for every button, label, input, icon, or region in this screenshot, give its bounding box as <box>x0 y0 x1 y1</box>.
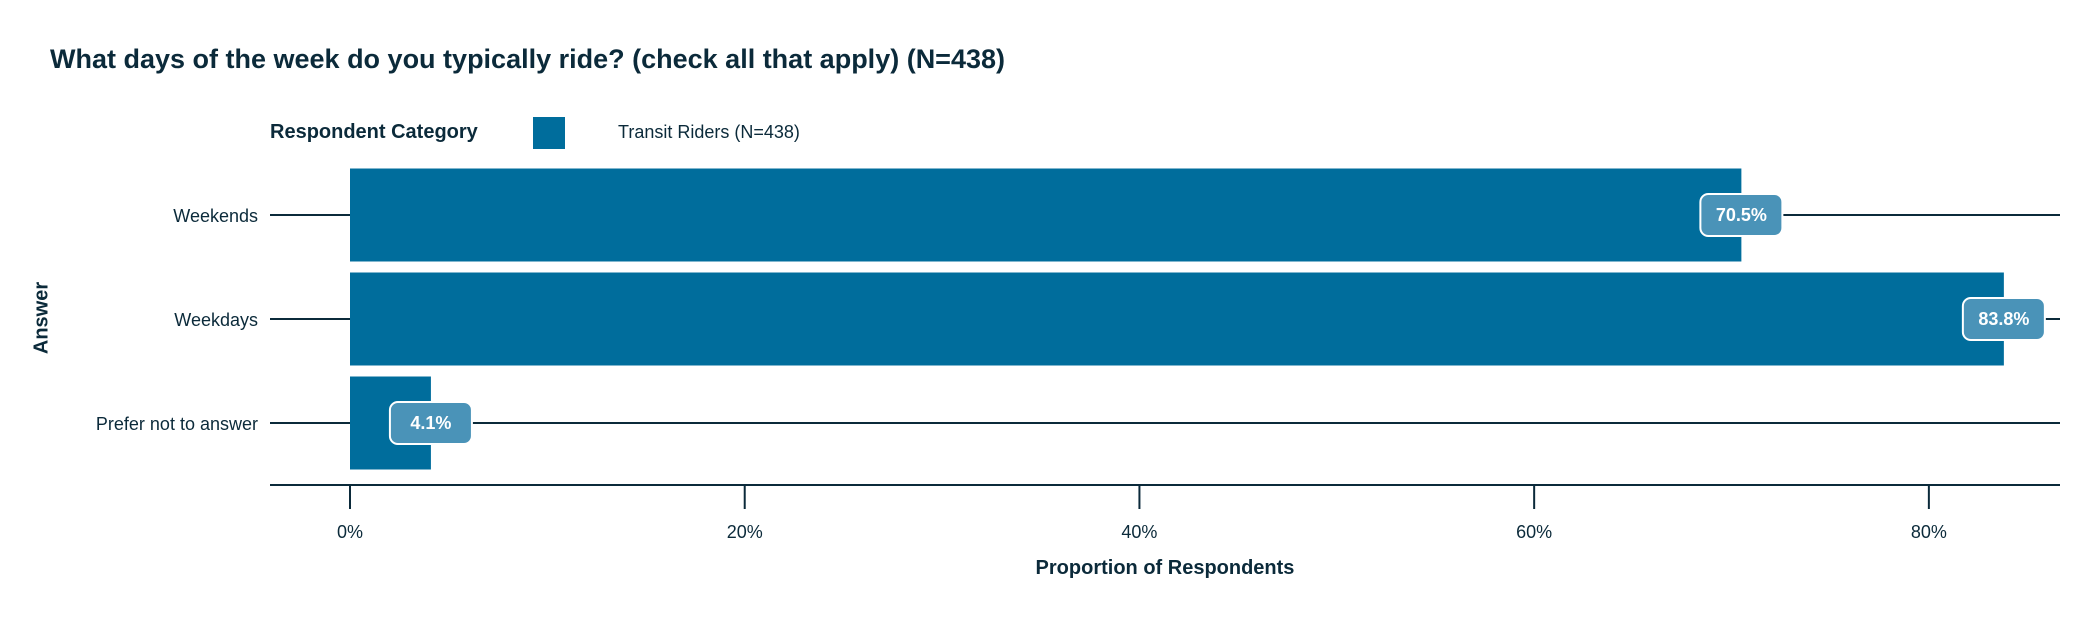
data-label-box <box>1961 297 2046 341</box>
x-tick-label: 0% <box>337 522 363 542</box>
x-tick-label: 80% <box>1911 522 1947 542</box>
legend-swatch <box>533 117 565 149</box>
legend-label: Transit Riders (N=438) <box>618 122 800 142</box>
data-label-box <box>1699 193 1784 237</box>
category-label: Prefer not to answer <box>96 414 258 434</box>
x-tick-label: 60% <box>1516 522 1552 542</box>
data-label: 4.1% <box>410 413 451 433</box>
bar <box>350 168 1742 262</box>
x-tick-label: 40% <box>1121 522 1157 542</box>
category-label: Weekends <box>173 206 258 226</box>
bar <box>350 272 2004 366</box>
x-axis-title: Proportion of Respondents <box>1035 557 1295 579</box>
legend-title: Respondent Category <box>270 121 478 143</box>
data-label-box <box>388 401 473 445</box>
data-label: 83.8% <box>1978 309 2029 329</box>
data-label: 70.5% <box>1716 205 1767 225</box>
category-label: Weekdays <box>174 310 258 330</box>
chart-title: What days of the week do you typically r… <box>50 44 1005 74</box>
x-tick-label: 20% <box>727 522 763 542</box>
